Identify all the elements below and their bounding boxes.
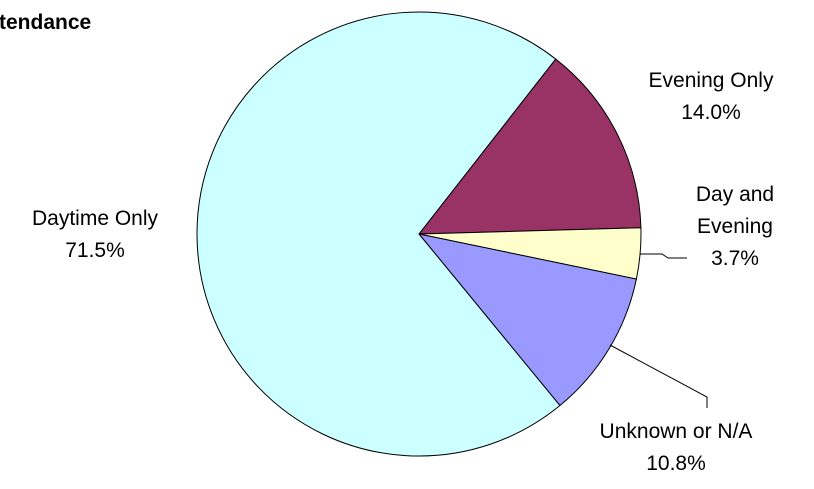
slice-label-unknown-or-n-a: Unknown or N/A 10.8% (600, 420, 753, 475)
slice-category-label: Evening Only (649, 69, 774, 92)
slice-value-label: 3.7% (711, 247, 759, 270)
slice-value-label: 14.0% (681, 101, 741, 124)
pie-slices (196, 11, 642, 457)
chart-title: ttendance (0, 11, 92, 34)
leader-line-day-and-evening (640, 253, 687, 259)
slice-category-label: Evening (697, 215, 773, 238)
pie-slice-daytime-only (196, 11, 561, 457)
slice-label-day-and-evening: Day and Evening 3.7% (696, 183, 774, 270)
pie-slice-unknown-or-n-a (417, 233, 637, 407)
slice-value-label: 71.5% (65, 239, 125, 262)
leader-line-unknown-or-n-a (609, 344, 708, 408)
slice-category-label: Daytime Only (32, 207, 159, 230)
slice-category-label: Day and (696, 183, 774, 206)
pie-slice-evening-only (417, 58, 642, 235)
slice-category-label: Unknown or N/A (600, 420, 753, 443)
slice-labels: Evening Only 14.0% Day and Evening 3.7% Unkno… (32, 69, 774, 475)
leader-lines (609, 253, 708, 408)
slice-label-evening-only: Evening Only 14.0% (649, 69, 774, 124)
slice-label-daytime-only: Daytime Only 71.5% (32, 207, 159, 262)
slice-value-label: 10.8% (646, 452, 706, 475)
